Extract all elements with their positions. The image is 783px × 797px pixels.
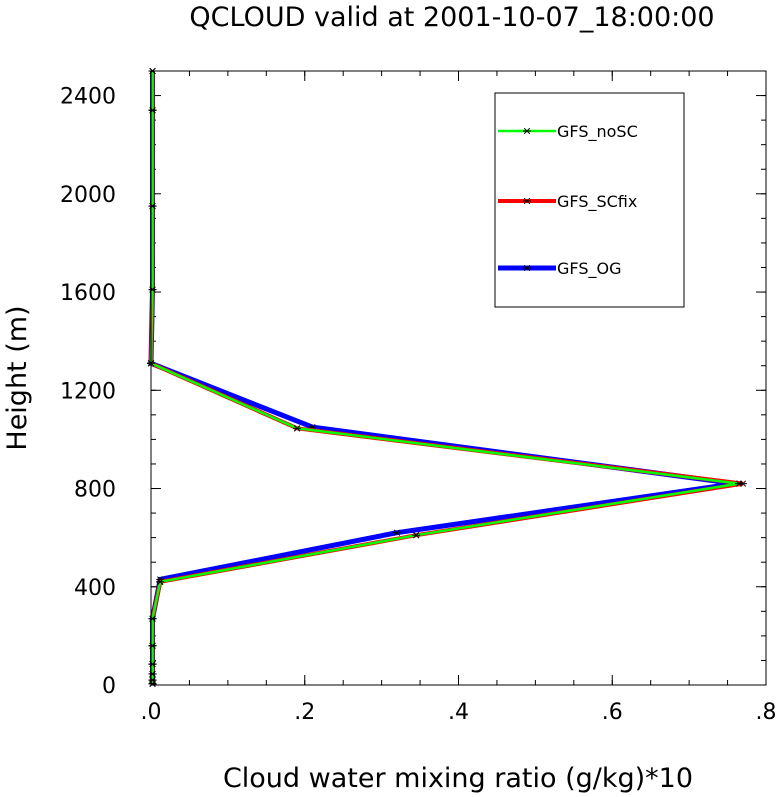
x-tick-label: .0 bbox=[141, 700, 162, 725]
y-tick-label: 800 bbox=[74, 478, 116, 503]
legend-label-gfs-scfix: GFS_SCfix bbox=[557, 192, 637, 212]
y-tick-label: 2400 bbox=[60, 85, 116, 110]
legend-marker-gfs-og bbox=[523, 264, 531, 272]
chart-title: QCLOUD valid at 2001-10-07_18:00:00 bbox=[189, 2, 714, 33]
data-point-gfs-nosc bbox=[413, 532, 420, 539]
y-axis-label: Height (m) bbox=[2, 305, 33, 450]
y-tick-label: 2000 bbox=[60, 183, 116, 208]
y-tick-label: 1600 bbox=[60, 281, 116, 306]
x-tick-label: .8 bbox=[756, 700, 777, 725]
series-lines bbox=[147, 67, 747, 687]
legend-label-gfs-og: GFS_OG bbox=[557, 259, 621, 279]
legend-marker-gfs-nosc bbox=[523, 127, 531, 135]
x-axis-label: Cloud water mixing ratio (g/kg)*10 bbox=[223, 763, 693, 794]
legend-marker-gfs-scfix bbox=[523, 197, 531, 205]
plot-frame bbox=[150, 70, 767, 686]
data-point-gfs-nosc bbox=[157, 578, 164, 586]
y-tick-label: 1200 bbox=[60, 379, 116, 404]
data-point-gfs-nosc bbox=[735, 480, 743, 487]
data-point-gfs-nosc bbox=[293, 425, 301, 432]
x-tick-label: .4 bbox=[448, 700, 469, 725]
x-tick-label: .6 bbox=[602, 700, 623, 725]
data-point-gfs-og bbox=[393, 529, 401, 536]
y-tick-label: 0 bbox=[102, 674, 116, 699]
y-tick-label: 400 bbox=[74, 576, 116, 601]
legend: GFS_noSC GFS_SCfix GFS_OG bbox=[494, 92, 685, 308]
x-tick-label: .2 bbox=[294, 700, 315, 725]
legend-label-gfs-nosc: GFS_noSC bbox=[557, 122, 638, 142]
